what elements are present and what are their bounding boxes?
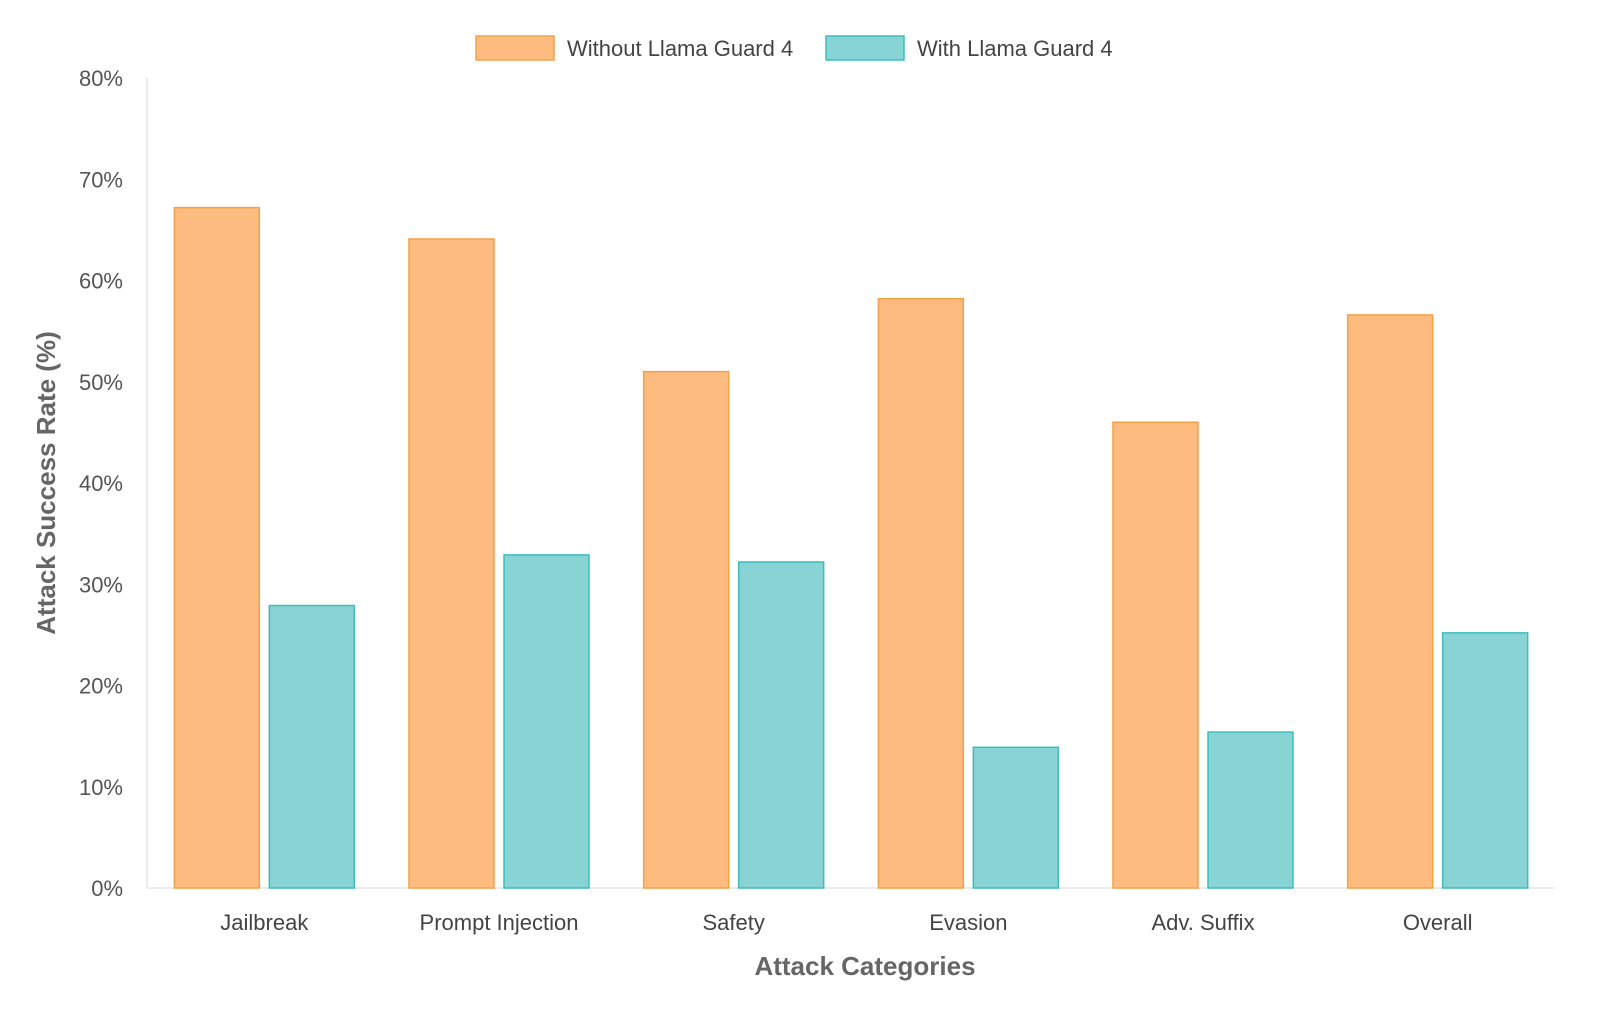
bar-with-3 xyxy=(972,746,1060,889)
bar-without-1 xyxy=(408,238,495,889)
bar-without-5 xyxy=(1346,314,1434,889)
x-axis-title: Attack Categories xyxy=(754,951,975,981)
legend-label-0: Without Llama Guard 4 xyxy=(567,36,793,61)
x-category-label: Overall xyxy=(1403,910,1473,935)
bar-with-1 xyxy=(503,554,590,889)
bar-with-5 xyxy=(1441,632,1529,889)
bar-without-4 xyxy=(1112,421,1199,889)
bar-without-0 xyxy=(173,206,261,889)
bars xyxy=(173,206,1529,889)
x-category-label: Jailbreak xyxy=(220,910,309,935)
bar-with-2 xyxy=(737,561,825,889)
y-tick-label: 20% xyxy=(79,674,123,699)
y-tick-label: 30% xyxy=(79,572,123,597)
legend-swatch-1 xyxy=(825,35,905,61)
legend-label-1: With Llama Guard 4 xyxy=(917,36,1113,61)
y-tick-label: 60% xyxy=(79,269,123,294)
y-tick-label: 50% xyxy=(79,370,123,395)
x-category-label: Safety xyxy=(702,910,764,935)
y-tick-label: 80% xyxy=(79,66,123,91)
y-tick-label: 70% xyxy=(79,167,123,192)
legend-swatch-0 xyxy=(475,35,555,61)
x-category-label: Adv. Suffix xyxy=(1151,910,1254,935)
y-axis-title: Attack Success Rate (%) xyxy=(31,331,61,634)
y-tick-label: 10% xyxy=(79,775,123,800)
x-category-label: Prompt Injection xyxy=(420,910,579,935)
y-tick-label: 0% xyxy=(91,876,123,901)
x-axis-categories: Jailbreak Prompt Injection Safety Evasion Ad… xyxy=(220,910,1472,935)
bar-with-4 xyxy=(1207,731,1294,889)
legend: Without Llama Guard 4 With Llama Guard 4 xyxy=(475,35,1113,61)
bar-with-0 xyxy=(268,604,356,889)
bar-without-2 xyxy=(642,370,730,889)
bar-without-3 xyxy=(877,297,965,889)
x-category-label: Evasion xyxy=(929,910,1007,935)
y-tick-label: 40% xyxy=(79,471,123,496)
y-axis-ticks: 0% 10% 20% 30% 40% 50% 60% 70% 80% xyxy=(79,66,123,901)
